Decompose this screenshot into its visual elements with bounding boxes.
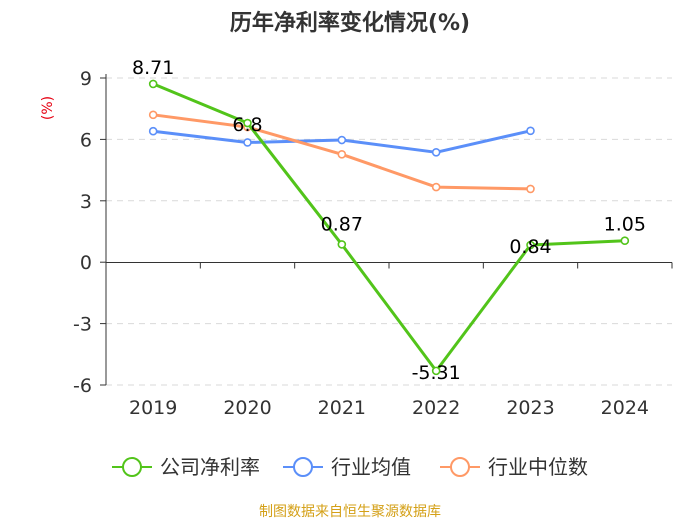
y-tick-label: 3 xyxy=(80,191,92,213)
y-axis-unit: (%) xyxy=(40,96,56,120)
y-tick-label: 9 xyxy=(80,68,92,90)
data-point xyxy=(243,118,252,128)
data-point xyxy=(431,366,441,376)
legend-item-1[interactable]: 行业均值 xyxy=(283,455,411,479)
series-line-0 xyxy=(152,82,625,373)
x-tick-label: 2019 xyxy=(129,397,177,419)
data-point xyxy=(243,138,252,147)
y-tick-label: -6 xyxy=(73,375,92,397)
x-tick-label: 2022 xyxy=(412,397,460,419)
data-label: 8.71 xyxy=(132,57,174,79)
data-label: 0.87 xyxy=(321,213,363,235)
data-point xyxy=(148,79,158,89)
x-tick-label: 2023 xyxy=(506,397,554,419)
source-note: 制图数据来自恒生聚源数据库 xyxy=(259,504,441,520)
legend-item-2[interactable]: 行业中位数 xyxy=(440,455,588,479)
legend-label: 公司净利率 xyxy=(160,455,260,479)
data-label: -5.31 xyxy=(412,362,461,384)
axes xyxy=(100,74,673,386)
grid-lines xyxy=(106,77,672,386)
legend-marker xyxy=(450,457,470,477)
legend-label: 行业均值 xyxy=(331,455,411,479)
data-label: 1.05 xyxy=(604,214,646,236)
data-point xyxy=(620,236,630,246)
x-tick-label: 2021 xyxy=(318,397,366,419)
data-label: 0.84 xyxy=(509,236,551,258)
x-tick-label: 2024 xyxy=(601,397,649,419)
data-point xyxy=(431,182,441,192)
data-point xyxy=(526,240,535,250)
y-tick-label: 6 xyxy=(80,129,92,151)
x-tick-label: 2020 xyxy=(223,397,271,419)
data-labels: 8.71 6.8 0.87 -5.31 0.84 1.05 xyxy=(132,57,646,384)
data-label: 6.8 xyxy=(232,114,262,136)
legend-marker xyxy=(122,457,142,477)
data-point xyxy=(337,135,347,145)
legend[interactable]: 公司净利率 行业均值 行业中位数 xyxy=(112,455,588,479)
data-point xyxy=(526,126,535,136)
x-tick-labels: 2019 2020 2021 2022 2023 2024 xyxy=(129,397,649,419)
data-point xyxy=(526,184,535,194)
data-point xyxy=(431,147,441,157)
y-tick-label: -3 xyxy=(73,314,92,336)
y-tick-label: 0 xyxy=(80,252,92,274)
data-point xyxy=(148,110,158,120)
data-point xyxy=(337,150,347,159)
legend-item-0[interactable]: 公司净利率 xyxy=(112,455,260,479)
legend-label: 行业中位数 xyxy=(488,455,588,479)
chart-title: 历年净利率变化情况(%) xyxy=(230,10,470,36)
data-point xyxy=(148,126,158,136)
data-point xyxy=(337,240,347,249)
series-lines xyxy=(148,79,630,376)
y-tick-labels: 9 6 3 0 -3 -6 xyxy=(73,68,92,397)
legend-marker xyxy=(293,457,313,477)
